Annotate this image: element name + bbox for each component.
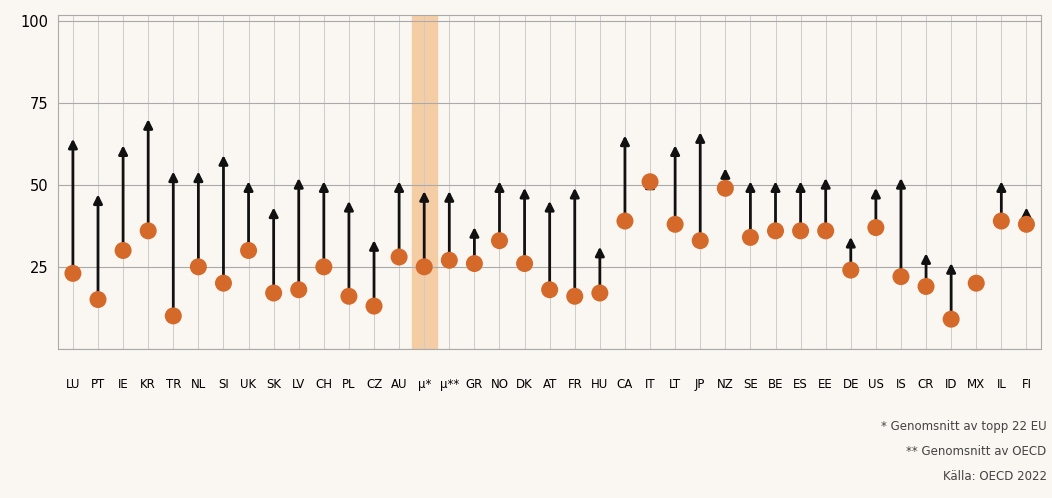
Point	[616, 217, 633, 225]
Point	[968, 279, 985, 287]
Point	[742, 234, 758, 242]
Point	[642, 178, 659, 186]
Bar	[411, 15, 437, 349]
Point	[390, 253, 407, 261]
Point	[817, 227, 834, 235]
Point	[290, 286, 307, 294]
Point	[892, 272, 909, 280]
Point	[943, 315, 959, 323]
Point	[868, 224, 885, 232]
Point	[341, 292, 358, 300]
Point	[441, 256, 458, 264]
Point	[165, 312, 182, 320]
Point	[517, 259, 533, 267]
Point	[316, 263, 332, 271]
Point	[466, 259, 483, 267]
Point	[917, 282, 934, 290]
Point	[591, 289, 608, 297]
Text: * Genomsnitt av topp 22 EU: * Genomsnitt av topp 22 EU	[882, 420, 1047, 433]
Point	[566, 292, 583, 300]
Point	[716, 184, 733, 192]
Point	[767, 227, 784, 235]
Point	[667, 220, 684, 228]
Point	[265, 289, 282, 297]
Point	[541, 286, 558, 294]
Point	[240, 247, 257, 254]
Point	[215, 279, 231, 287]
Point	[416, 263, 432, 271]
Point	[115, 247, 132, 254]
Point	[692, 237, 709, 245]
Point	[89, 295, 106, 303]
Point	[491, 237, 508, 245]
Point	[993, 217, 1010, 225]
Point	[792, 227, 809, 235]
Text: Källa: OECD 2022: Källa: OECD 2022	[943, 470, 1047, 483]
Point	[1018, 220, 1035, 228]
Point	[64, 269, 81, 277]
Point	[190, 263, 207, 271]
Point	[366, 302, 383, 310]
Point	[843, 266, 859, 274]
Point	[140, 227, 157, 235]
Text: ** Genomsnitt av OECD: ** Genomsnitt av OECD	[907, 445, 1047, 458]
